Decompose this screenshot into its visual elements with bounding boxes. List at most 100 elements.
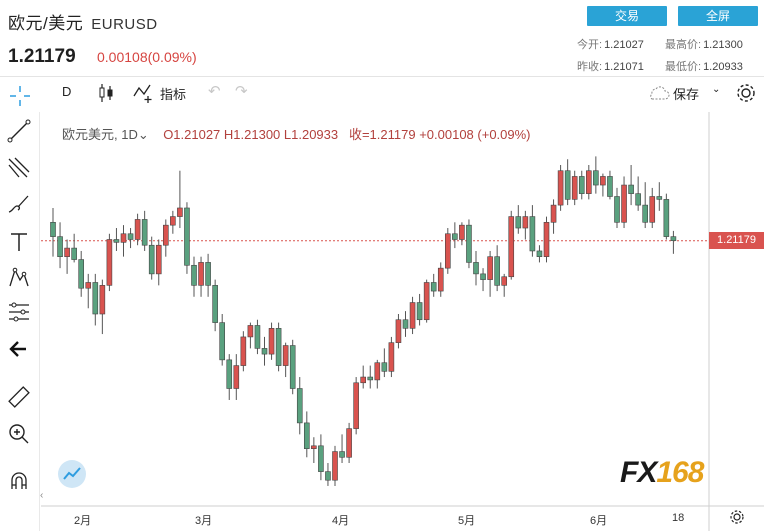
pitchfork-icon[interactable]: [6, 155, 32, 181]
candle-down: [127, 233, 134, 240]
x-tick-may: 5月: [458, 515, 476, 527]
legend-title: 欧元美元, 1D: [62, 127, 138, 142]
stat-open: 今开: 1.21027: [577, 36, 644, 52]
pattern-icon[interactable]: [6, 264, 32, 290]
candle-down: [113, 239, 120, 243]
candle-down: [642, 204, 649, 223]
trend-line-icon[interactable]: [6, 118, 32, 144]
crosshair-icon[interactable]: [8, 84, 32, 108]
candle-up: [177, 207, 183, 217]
cloud-icon[interactable]: [646, 84, 670, 102]
magnet-icon[interactable]: [6, 469, 32, 495]
collapse-toolbar-icon[interactable]: ‹: [40, 490, 44, 501]
last-price-label: 1.21179: [709, 232, 764, 250]
undo-icon[interactable]: ↶: [208, 83, 221, 100]
candlestick-chart[interactable]: [41, 112, 764, 531]
candle-down: [593, 170, 599, 186]
candle-up: [240, 336, 247, 366]
candle-down: [57, 236, 63, 257]
candle-down: [578, 176, 585, 194]
candle-down: [254, 325, 261, 349]
last-price: 1.21179: [8, 46, 76, 67]
candle-up: [522, 216, 529, 229]
legend-close: 收=1.21179 +0.00108 (+0.09%): [348, 127, 531, 142]
drawing-toolbar: [0, 112, 40, 531]
candle-up: [282, 345, 289, 366]
candle-up: [85, 282, 92, 289]
ruler-icon[interactable]: [6, 384, 32, 410]
x-tick-18: 18: [672, 512, 685, 524]
x-tick-mar: 3月: [195, 515, 213, 527]
candle-up: [459, 224, 465, 240]
back-arrow-icon[interactable]: [6, 336, 32, 362]
candle-up: [170, 216, 176, 226]
instrument-title: 欧元/美元 EURUSD: [8, 9, 158, 34]
candle-down: [219, 322, 225, 361]
candle-down: [71, 247, 77, 260]
candle-up: [198, 262, 204, 286]
candle-up: [99, 285, 106, 315]
candle-up: [437, 267, 444, 292]
indicators-icon[interactable]: [132, 82, 156, 104]
redo-icon[interactable]: ↷: [235, 83, 248, 100]
candle-up: [550, 204, 557, 223]
measure-icon[interactable]: [6, 299, 32, 325]
watermark-number: 168: [656, 456, 704, 489]
fullscreen-button[interactable]: 全屏: [678, 6, 758, 26]
candle-down: [416, 302, 423, 321]
candle-down: [141, 219, 148, 246]
brush-icon[interactable]: [6, 192, 32, 218]
candle-down: [289, 345, 296, 389]
settings-icon[interactable]: [729, 509, 745, 525]
candle-down: [381, 362, 388, 372]
gear-icon[interactable]: [735, 82, 757, 104]
candle-down: [614, 196, 620, 223]
text-icon[interactable]: [6, 229, 32, 255]
stat-low-value: 1.20933: [703, 61, 743, 73]
stat-high-label: 最高价:: [665, 39, 702, 51]
candles-icon[interactable]: [98, 82, 114, 104]
candle-down: [452, 233, 458, 240]
candle-down: [656, 196, 663, 200]
chart-toolbar: [0, 76, 764, 110]
candle-up: [395, 319, 402, 343]
zoom-in-icon[interactable]: [6, 421, 32, 447]
stat-prev-close: 昨收: 1.21071: [577, 58, 644, 74]
legend-ohlc: O1.21027 H1.21300 L1.20933: [163, 127, 339, 142]
candle-down: [92, 282, 99, 315]
candle-up: [649, 196, 656, 223]
price-change: 0.00108(0.09%): [97, 49, 197, 65]
candle-up: [163, 224, 169, 246]
chart-legend: 欧元美元, 1D⌄ O1.21027 H1.21300 L1.20933 收=1…: [62, 127, 531, 142]
candle-down: [628, 184, 634, 194]
candle-up: [233, 365, 240, 389]
candle-down: [325, 471, 331, 481]
candle-up: [557, 170, 564, 206]
candle-down: [607, 176, 613, 197]
instrument-symbol: EURUSD: [91, 16, 158, 33]
x-tick-apr: 4月: [332, 515, 350, 527]
trade-button[interactable]: 交易: [587, 6, 667, 26]
stat-low-label: 最低价:: [665, 61, 702, 73]
candle-down: [663, 199, 670, 237]
candle-up: [247, 325, 254, 338]
candle-down: [367, 376, 374, 381]
candle-down: [494, 256, 500, 286]
tradingview-badge[interactable]: [58, 460, 86, 488]
candle-down: [670, 236, 677, 241]
candle-down: [529, 216, 536, 252]
candle-down: [635, 193, 641, 206]
chevron-down-icon[interactable]: ⌄: [712, 84, 721, 95]
x-tick-feb: 2月: [74, 515, 92, 527]
candle-down: [78, 259, 85, 289]
indicators-button[interactable]: 指标: [160, 87, 187, 102]
interval-selector[interactable]: D: [62, 84, 72, 99]
x-tick-jun: 6月: [590, 515, 608, 527]
candle-up: [501, 276, 508, 286]
save-button[interactable]: 保存: [673, 87, 700, 102]
candle-down: [564, 170, 571, 200]
candle-up: [543, 221, 550, 257]
candle-up: [423, 282, 430, 321]
instrument-name: 欧元/美元: [8, 14, 84, 33]
chart-logo-icon: [63, 467, 81, 480]
